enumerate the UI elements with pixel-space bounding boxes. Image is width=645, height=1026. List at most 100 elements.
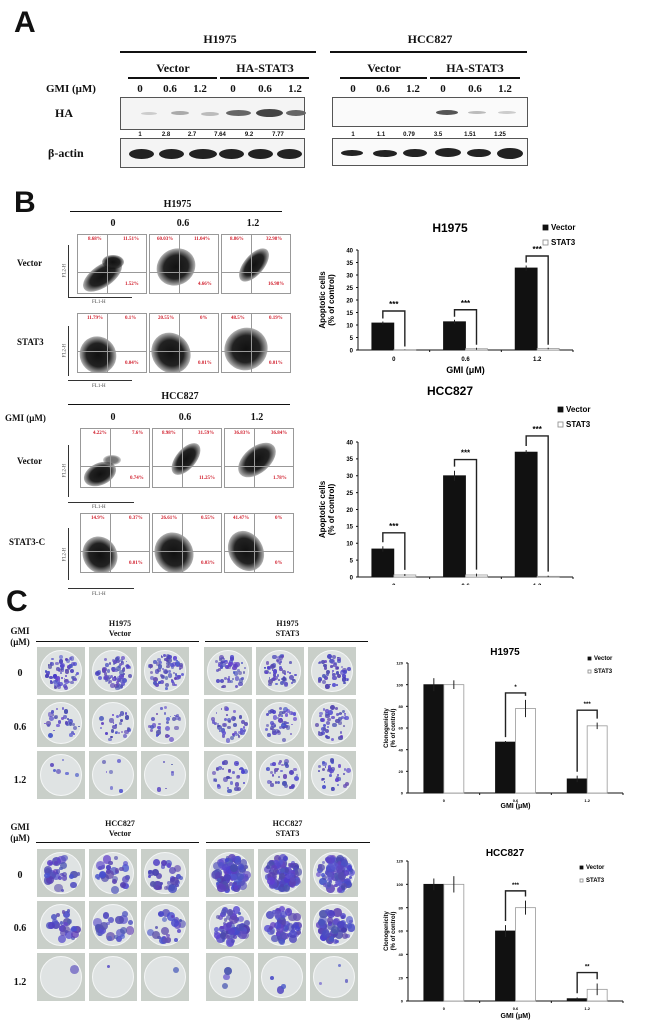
svg-text:5: 5 — [350, 336, 354, 342]
flow-plot: 36.83% 36.84% 1.78% — [224, 428, 294, 488]
flow-plot: 20.55% 0% 0.01% — [149, 313, 219, 373]
culture-plate — [256, 647, 304, 695]
dose-value: 1.2 — [13, 977, 27, 988]
colony-plates-h1975-stat3 — [204, 647, 356, 799]
svg-text:120: 120 — [396, 859, 403, 864]
svg-text:25: 25 — [346, 491, 353, 497]
svg-text:***: *** — [389, 300, 399, 309]
dose-value: 0.6 — [163, 83, 177, 95]
culture-plate — [141, 699, 189, 747]
svg-text:0: 0 — [392, 584, 396, 585]
svg-text:STAT3: STAT3 — [594, 669, 613, 675]
colony-plates-hcc827-vector — [37, 849, 189, 1001]
row-label: Vector — [17, 456, 43, 466]
svg-text:STAT3: STAT3 — [586, 878, 605, 884]
axis-label-y: FL2-H — [62, 343, 68, 358]
band-quant: 1.25 — [494, 132, 506, 138]
svg-text:15: 15 — [346, 311, 353, 317]
dose-value: 0.6 — [178, 412, 192, 423]
culture-plate — [258, 849, 306, 897]
dose-value: 0.6 — [176, 218, 190, 229]
svg-text:H1975: H1975 — [490, 647, 520, 658]
flow-plot: 26.61% 0.55% 0.03% — [152, 513, 222, 573]
svg-text:20: 20 — [399, 975, 404, 980]
flow-plot: 60.03% 11.04% 4.66% — [149, 234, 219, 294]
dose-value: 1.2 — [13, 775, 27, 786]
dose-label: GMI (μM) — [10, 626, 30, 647]
culture-plate — [89, 699, 137, 747]
dose-value: 1.2 — [250, 412, 264, 423]
svg-text:40: 40 — [346, 248, 353, 254]
culture-plate — [256, 751, 304, 799]
plate-group-title: HCC827 STAT3 — [272, 819, 303, 838]
culture-plate — [258, 953, 306, 1001]
svg-text:20: 20 — [346, 508, 353, 514]
svg-text:0: 0 — [392, 357, 396, 363]
western-blot-actin-hcc827 — [332, 138, 528, 166]
flow-plot: 11.79% 0.1% 0.04% — [77, 313, 147, 373]
svg-text:***: *** — [532, 245, 542, 254]
x-axis-arrow — [68, 588, 134, 589]
y-axis-arrow — [68, 445, 69, 497]
svg-text:**: ** — [585, 965, 590, 971]
svg-text:15: 15 — [346, 525, 353, 531]
culture-plate — [141, 849, 189, 897]
svg-text:STAT3: STAT3 — [566, 420, 591, 429]
svg-text:STAT3: STAT3 — [551, 238, 576, 247]
flow-plot: 14.9% 0.37% 0.01% — [80, 513, 150, 573]
culture-plate — [310, 901, 358, 949]
svg-text:0.6: 0.6 — [513, 798, 519, 803]
axis-label-x: FL1-H — [92, 300, 106, 305]
dose-label: GMI (μM) — [5, 413, 46, 423]
svg-text:***: *** — [532, 425, 542, 434]
bar-chart-clonogenicity-hcc827: HCC827 Vector STAT3 0 20 40 60 80 100 120 Clonogen… — [384, 848, 624, 1020]
row-label-ha: HA — [55, 106, 73, 120]
x-axis-arrow — [68, 502, 134, 503]
culture-plate — [89, 647, 137, 695]
divider — [206, 842, 370, 843]
svg-text:GMI (μM): GMI (μM) — [501, 803, 531, 810]
panel-letter-c: C — [6, 585, 28, 618]
dose-value: 0 — [350, 83, 356, 95]
flow-plot: 8.86% 32.98% 16.98% — [221, 234, 291, 294]
axis-label-x: FL1-H — [92, 384, 106, 389]
svg-text:0.6: 0.6 — [461, 357, 470, 363]
culture-plate — [141, 901, 189, 949]
culture-plate — [206, 901, 254, 949]
svg-text:0: 0 — [401, 791, 404, 796]
svg-text:25: 25 — [346, 286, 353, 292]
culture-plate — [206, 849, 254, 897]
culture-plate — [89, 953, 137, 1001]
dose-value: 0 — [110, 218, 116, 229]
bar-chart-clonogenicity-h1975: H1975 Vector STAT3 0 20 40 60 80 100 120 Clonogeni… — [384, 647, 624, 810]
svg-text:1.2: 1.2 — [533, 357, 542, 363]
culture-plate — [308, 647, 356, 695]
culture-plate — [37, 699, 85, 747]
plate-group-title: H1975 STAT3 — [275, 619, 300, 638]
culture-plate — [37, 849, 85, 897]
culture-plate — [141, 953, 189, 1001]
row-label: Vector — [17, 258, 43, 268]
svg-text:30: 30 — [346, 273, 353, 279]
culture-plate — [258, 901, 306, 949]
flow-title-hcc827: HCC827 — [161, 391, 199, 402]
svg-text:***: *** — [389, 522, 399, 531]
flow-plot: 41.47% 0% 0% — [224, 513, 294, 573]
dose-value: 1.2 — [288, 83, 302, 95]
svg-text:GMI (μM): GMI (μM) — [501, 1013, 531, 1020]
colony-plates-hcc827-stat3 — [206, 849, 358, 1001]
svg-text:Apoptotic cells: Apoptotic cells — [318, 480, 327, 538]
divider — [430, 77, 520, 79]
svg-text:HCC827: HCC827 — [486, 848, 525, 859]
divider — [220, 77, 309, 79]
svg-text:(% of control): (% of control) — [327, 483, 336, 535]
svg-text:***: *** — [461, 449, 471, 458]
dose-value: 1.2 — [246, 218, 260, 229]
svg-text:***: *** — [584, 702, 592, 708]
svg-text:0: 0 — [350, 348, 354, 354]
svg-text:5: 5 — [350, 558, 354, 564]
band-quant: 3.5 — [433, 132, 443, 138]
svg-text:(% of control): (% of control) — [391, 709, 397, 748]
divider — [36, 842, 199, 843]
svg-text:Vector: Vector — [551, 223, 575, 232]
